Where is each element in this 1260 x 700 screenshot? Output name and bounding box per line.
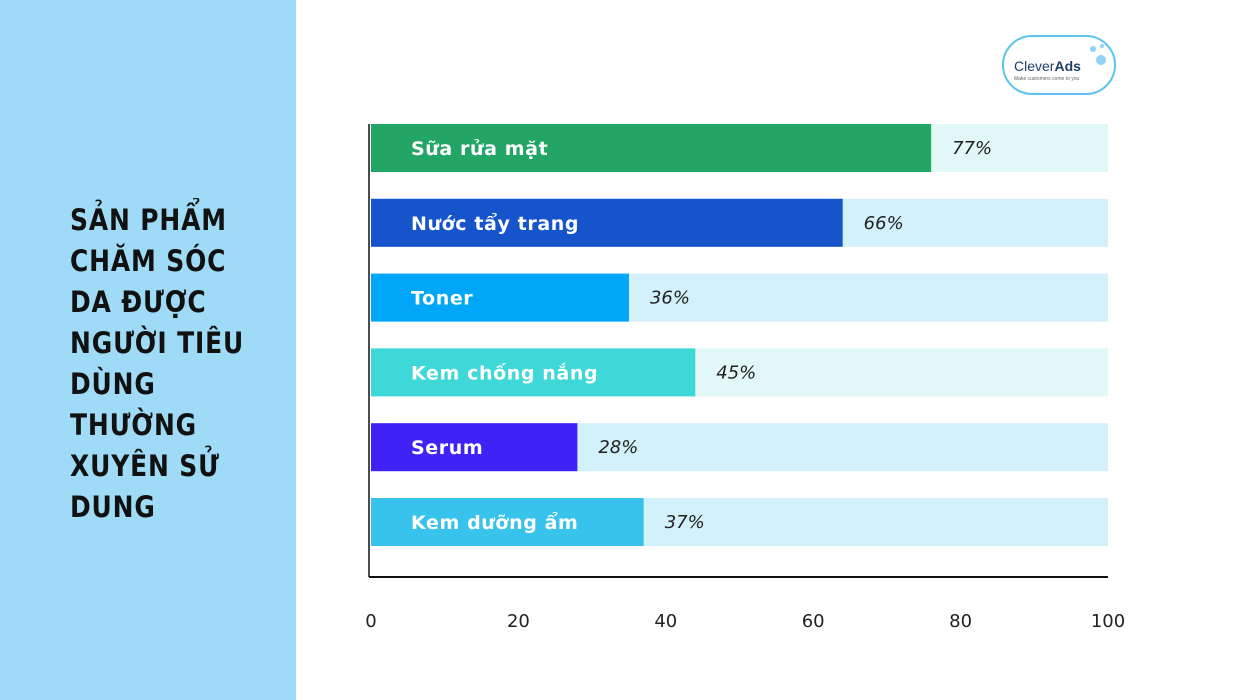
logo-tagline: Make customers come to you <box>1014 76 1080 82</box>
title-line: NGƯỜI TIÊU <box>70 326 245 360</box>
bar-category-label: Kem chống nắng <box>411 361 598 384</box>
bar-value-label: 77% <box>952 138 992 159</box>
left-panel <box>0 0 296 700</box>
bar-category-label: Kem dưỡng ẩm <box>411 511 578 534</box>
bar-row: Kem dưỡng ẩm 37% <box>371 498 1108 546</box>
logo-wordmark: CleverAds <box>1014 58 1081 74</box>
logo-name-light: Clever <box>1014 58 1055 74</box>
title-line: DÙNG <box>70 367 156 401</box>
logo-bubble-icon <box>1100 44 1104 48</box>
bar <box>371 124 932 172</box>
x-tick-label: 40 <box>654 611 677 632</box>
x-tick-label: 60 <box>802 611 825 632</box>
x-tick-label: 20 <box>507 611 530 632</box>
bar-row: Serum 28% <box>371 423 1108 472</box>
cleverads-logo[interactable]: CleverAds Make customers come to you <box>1002 35 1116 95</box>
logo-bubble-icon <box>1090 46 1096 52</box>
bar-value-label: 66% <box>864 213 904 234</box>
title-line: DA ĐƯỢC <box>70 285 207 319</box>
bar <box>371 498 644 546</box>
bar <box>371 423 578 472</box>
title-line: THƯỜNG <box>70 408 198 442</box>
x-tick-label: 100 <box>1091 611 1125 632</box>
logo-name-bold: Ads <box>1054 58 1081 74</box>
bar-category-label: Nước tẩy trang <box>411 212 579 235</box>
bar-row: Kem chống nắng 45% <box>371 348 1108 397</box>
bar <box>371 273 629 322</box>
bar-category-label: Sữa rửa mặt <box>411 138 548 160</box>
logo-bubble-icon <box>1096 55 1106 65</box>
title-line: SẢN PHẨM <box>70 203 227 237</box>
bar <box>371 348 696 397</box>
bar-row: Toner 36% <box>371 273 1108 322</box>
x-tick-label: 0 <box>365 611 376 632</box>
bar-value-label: 28% <box>598 437 638 458</box>
bar-value-label: 36% <box>650 288 690 309</box>
bar-row: Sữa rửa mặt 77% <box>371 124 1108 172</box>
bar <box>371 198 843 247</box>
page-title: SẢN PHẨM CHĂM SÓC DA ĐƯỢC NGƯỜI TIÊU DÙN… <box>70 200 255 528</box>
bar-value-label: 45% <box>716 362 756 383</box>
title-line: DUNG <box>70 490 156 524</box>
bar-row: Nước tẩy trang 66% <box>371 198 1108 247</box>
bar-value-label: 37% <box>665 512 705 533</box>
title-line: CHĂM SÓC <box>70 244 227 278</box>
x-ticks-group: 0 20 40 60 80 100 <box>365 611 1125 632</box>
bar-category-label: Serum <box>411 437 483 459</box>
bar-category-label: Toner <box>411 288 473 310</box>
title-line: XUYÊN SỬ <box>70 449 220 483</box>
bars-group: Sữa rửa mặt 77% Nước tẩy trang 66% Toner 36% K… <box>371 124 1108 546</box>
x-tick-label: 80 <box>949 611 972 632</box>
